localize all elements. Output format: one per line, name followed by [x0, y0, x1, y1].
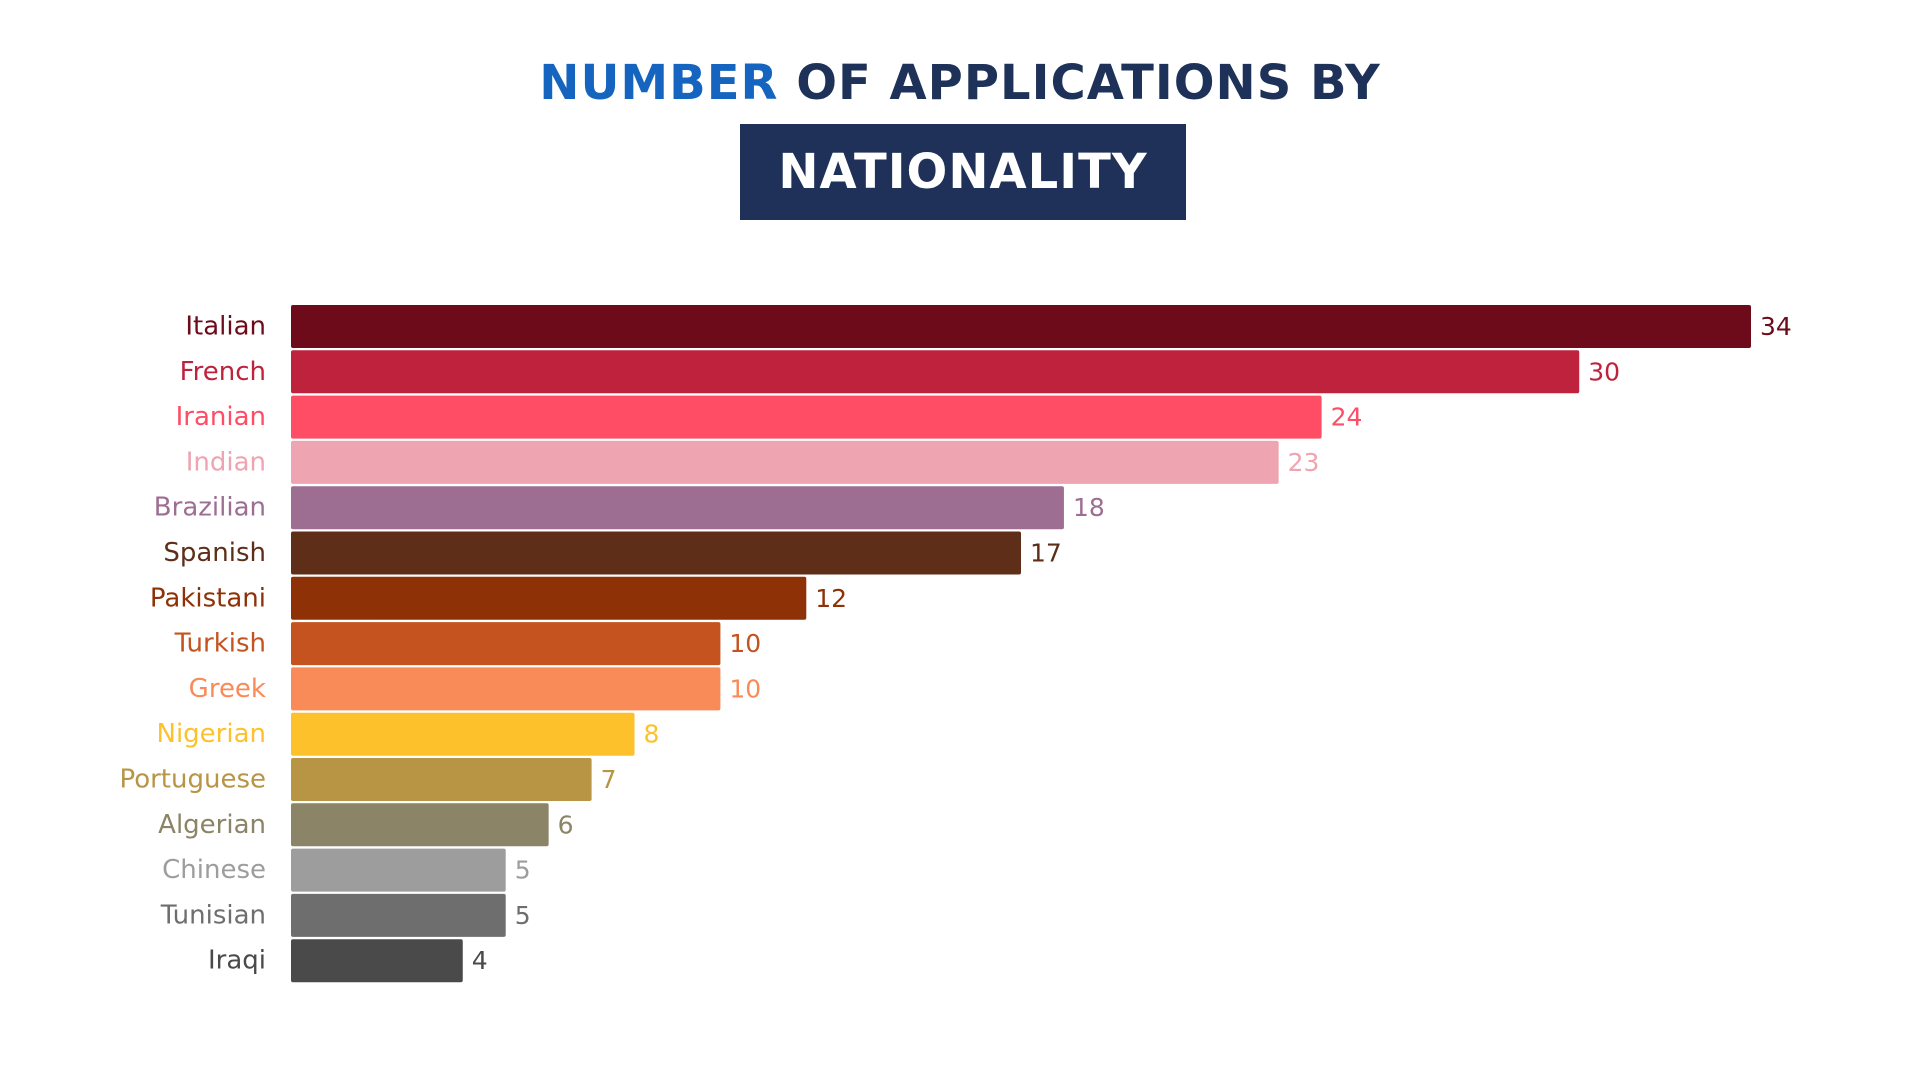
- value-label-french: 30: [1588, 357, 1620, 386]
- category-label-portuguese: Portuguese: [119, 765, 266, 795]
- category-label-italian: Italian: [185, 312, 266, 342]
- category-label-turkish: Turkish: [174, 629, 266, 659]
- value-label-pakistani: 12: [815, 584, 847, 613]
- bar-iraqi: [291, 939, 463, 983]
- value-label-portuguese: 7: [601, 765, 617, 794]
- value-label-greek: 10: [729, 674, 761, 703]
- chart-title-accent: NUMBER: [539, 55, 779, 111]
- bar-tunisian: [291, 893, 506, 937]
- category-label-tunisian: Tunisian: [160, 900, 266, 930]
- value-label-algerian: 6: [558, 810, 574, 839]
- bar-portuguese: [291, 758, 592, 801]
- value-label-brazilian: 18: [1073, 493, 1105, 522]
- value-label-italian: 34: [1760, 312, 1792, 341]
- bar-brazilian: [291, 486, 1064, 530]
- category-label-greek: Greek: [189, 674, 266, 704]
- bar-indian: [291, 440, 1279, 484]
- chart-title-rest: OF APPLICATIONS BY: [778, 55, 1381, 111]
- category-label-iraqi: Iraqi: [208, 946, 266, 976]
- category-label-chinese: Chinese: [162, 855, 266, 885]
- category-label-french: French: [180, 357, 266, 387]
- bar-iranian: [291, 395, 1322, 439]
- bar-italian: [291, 305, 1751, 348]
- bar-nigerian: [291, 712, 635, 756]
- category-label-brazilian: Brazilian: [154, 493, 266, 523]
- bar-algerian: [291, 803, 549, 847]
- value-label-nigerian: 8: [644, 720, 660, 749]
- bar-greek: [291, 667, 721, 711]
- category-label-algerian: Algerian: [158, 810, 266, 840]
- category-label-spanish: Spanish: [163, 538, 266, 568]
- value-label-chinese: 5: [515, 856, 531, 885]
- value-label-spanish: 17: [1030, 539, 1062, 568]
- value-label-iraqi: 4: [472, 946, 488, 975]
- value-label-tunisian: 5: [515, 901, 531, 930]
- chart-title-box: NATIONALITY: [740, 124, 1186, 220]
- chart-title: NUMBER OF APPLICATIONS BY: [0, 48, 1920, 118]
- bar-pakistani: [291, 576, 807, 620]
- value-label-iranian: 24: [1331, 403, 1363, 432]
- category-label-nigerian: Nigerian: [157, 719, 267, 749]
- category-label-iranian: Iranian: [176, 402, 266, 432]
- bar-turkish: [291, 622, 721, 666]
- chart-title-boxed: NATIONALITY: [778, 144, 1148, 200]
- category-label-indian: Indian: [186, 447, 266, 477]
- value-label-indian: 23: [1288, 448, 1320, 477]
- bar-chinese: [291, 848, 506, 892]
- bar-french: [291, 350, 1580, 394]
- value-label-turkish: 10: [729, 629, 761, 658]
- category-label-pakistani: Pakistani: [150, 583, 266, 613]
- bar-spanish: [291, 531, 1021, 575]
